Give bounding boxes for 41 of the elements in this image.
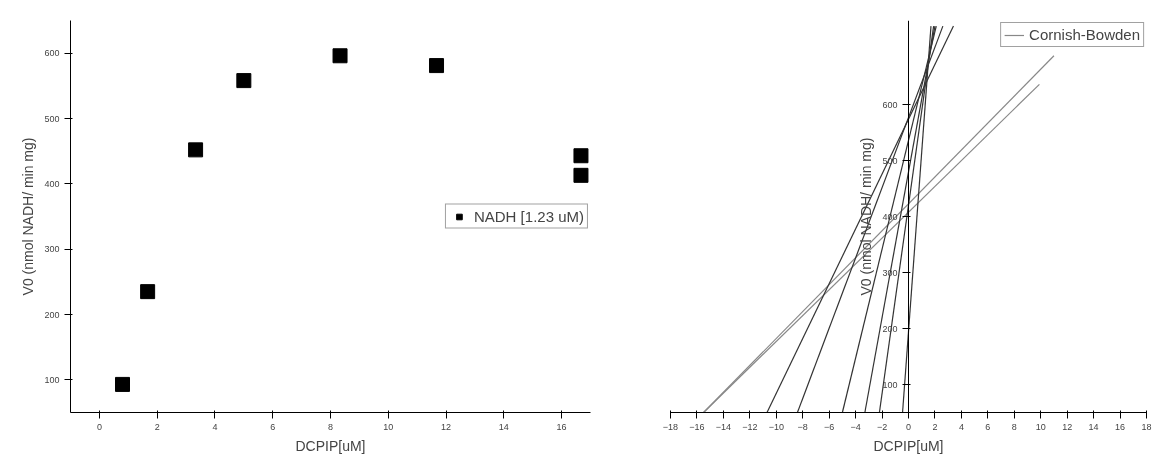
x-tick-label: −8 (797, 421, 808, 432)
x-tick-label: 14 (1088, 421, 1099, 432)
x-tick-label: 0 (96, 421, 102, 432)
x-tick-label: −14 (715, 421, 732, 432)
x-axis-title: DCPIP[uM] (873, 437, 944, 454)
x-tick-label: 8 (1011, 421, 1017, 432)
x-tick-label: −6 (824, 421, 835, 432)
x-tick-label: 14 (498, 421, 509, 432)
y-tick-label: 600 (44, 48, 60, 59)
x-tick-label: 6 (985, 421, 991, 432)
x-tick-label: 10 (383, 421, 394, 432)
x-tick-label: 4 (212, 421, 218, 432)
x-tick-label: 16 (1115, 421, 1126, 432)
y-tick-label: 600 (882, 99, 898, 110)
x-tick-label: 8 (328, 421, 334, 432)
legend-label: Cornish-Bowden (1029, 26, 1140, 43)
y-axis-title: V0 (nmol NADH/ min mg) (20, 137, 37, 296)
x-tick-label: 16 (556, 421, 567, 432)
x-tick-label: −10 (768, 421, 784, 432)
y-axis-title: V0 (nmol NADH/ min mg) (858, 137, 875, 296)
x-tick-label: 10 (1035, 421, 1046, 432)
x-axis-title: DCPIP[uM] (295, 437, 366, 454)
x-tick-label: −4 (850, 421, 861, 432)
y-tick-label: 500 (44, 113, 60, 124)
x-tick-label: 12 (1062, 421, 1073, 432)
legend-label: NADH [1.23 uM) (473, 207, 584, 225)
x-tick-label: −2 (876, 421, 888, 432)
y-tick-label: 100 (44, 374, 60, 385)
y-tick-label: 200 (44, 309, 60, 320)
x-tick-label: 6 (270, 421, 276, 432)
x-tick-label: 18 (1141, 421, 1152, 432)
y-tick-label: 400 (44, 178, 60, 189)
x-tick-label: −18 (662, 421, 679, 432)
x-tick-label: 2 (932, 421, 938, 432)
x-tick-label: 12 (441, 421, 452, 432)
x-tick-label: 2 (154, 421, 160, 432)
x-tick-label: −12 (742, 421, 758, 432)
x-tick-label: −16 (689, 421, 705, 432)
x-tick-label: 0 (906, 421, 912, 432)
x-tick-label: 4 (958, 421, 964, 432)
y-tick-label: 300 (44, 244, 60, 255)
